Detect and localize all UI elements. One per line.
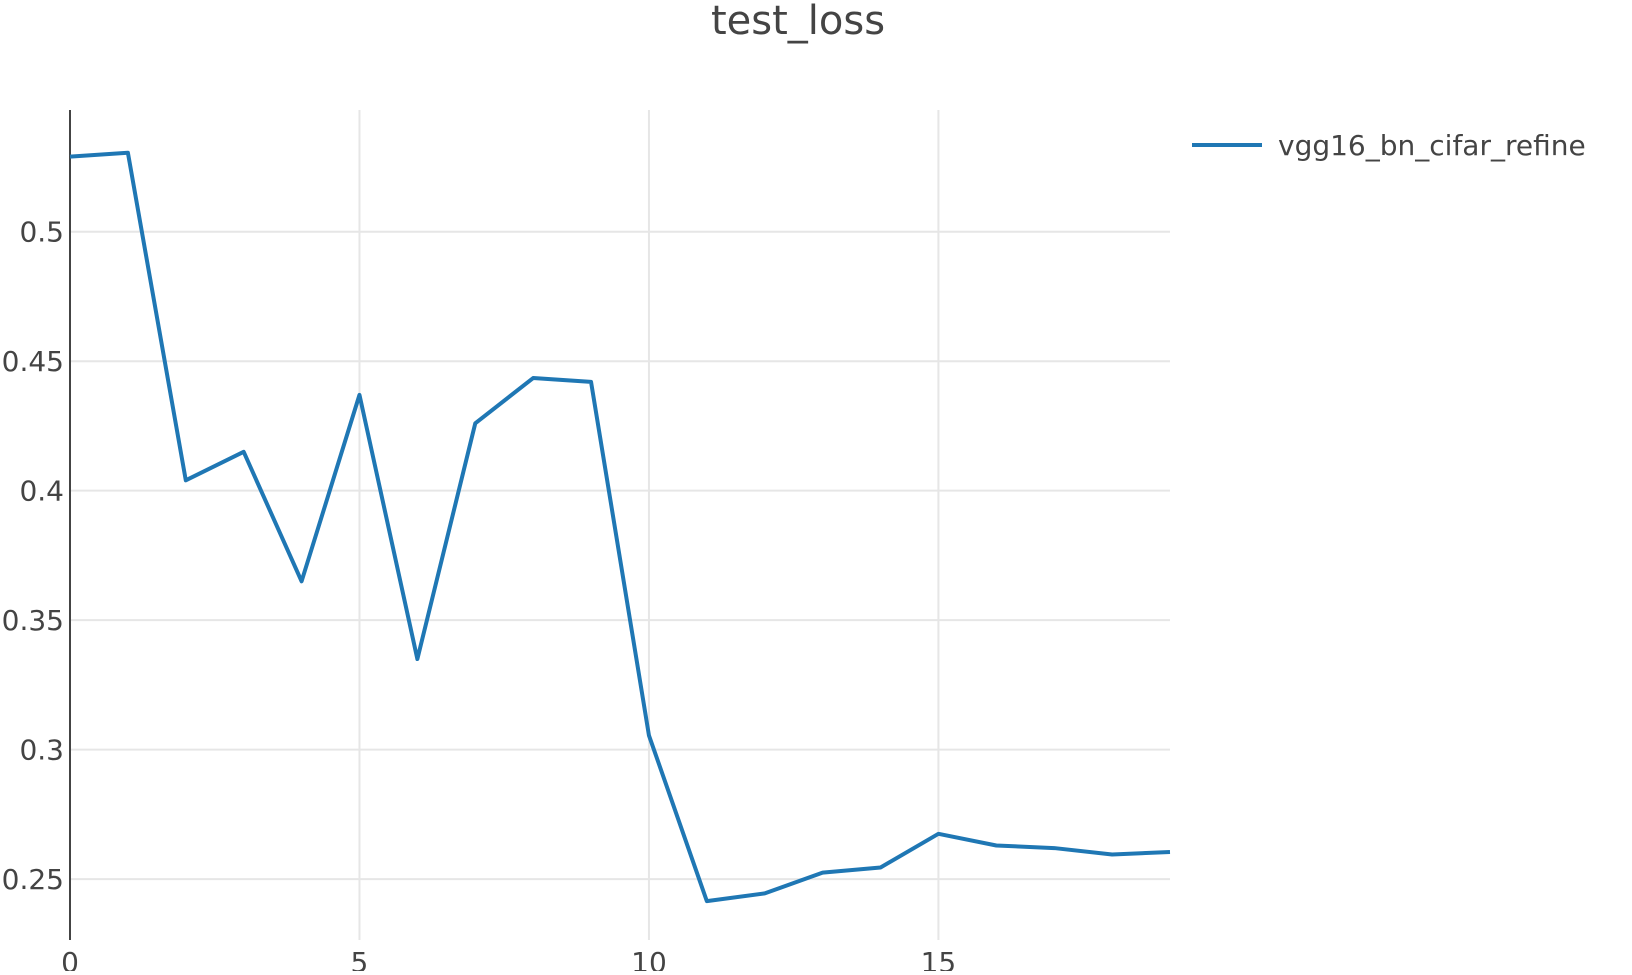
x-tick-label-1: 5 <box>351 946 369 971</box>
series-line-0[interactable] <box>70 153 1170 901</box>
x-tick-label-0: 0 <box>61 946 79 971</box>
y-tick-label-1: 0.3 <box>19 734 64 767</box>
x-tick-label-3: 15 <box>921 946 957 971</box>
chart-title: test_loss <box>711 0 885 44</box>
y-tick-label-4: 0.45 <box>2 345 64 378</box>
series-layer <box>70 153 1170 901</box>
y-tick-label-3: 0.4 <box>19 475 64 508</box>
grid-layer <box>70 110 1170 940</box>
y-tick-label-2: 0.35 <box>2 604 64 637</box>
x-tick-label-2: 10 <box>631 946 667 971</box>
tick-layer: 0 5 10 15 0.25 0.3 0.35 0.4 0.45 0.5 <box>2 216 957 971</box>
legend-label-0[interactable]: vgg16_bn_cifar_refine <box>1278 129 1586 162</box>
y-tick-label-5: 0.5 <box>19 216 64 249</box>
legend[interactable]: vgg16_bn_cifar_refine <box>1192 129 1586 162</box>
y-tick-label-0: 0.25 <box>2 863 64 896</box>
